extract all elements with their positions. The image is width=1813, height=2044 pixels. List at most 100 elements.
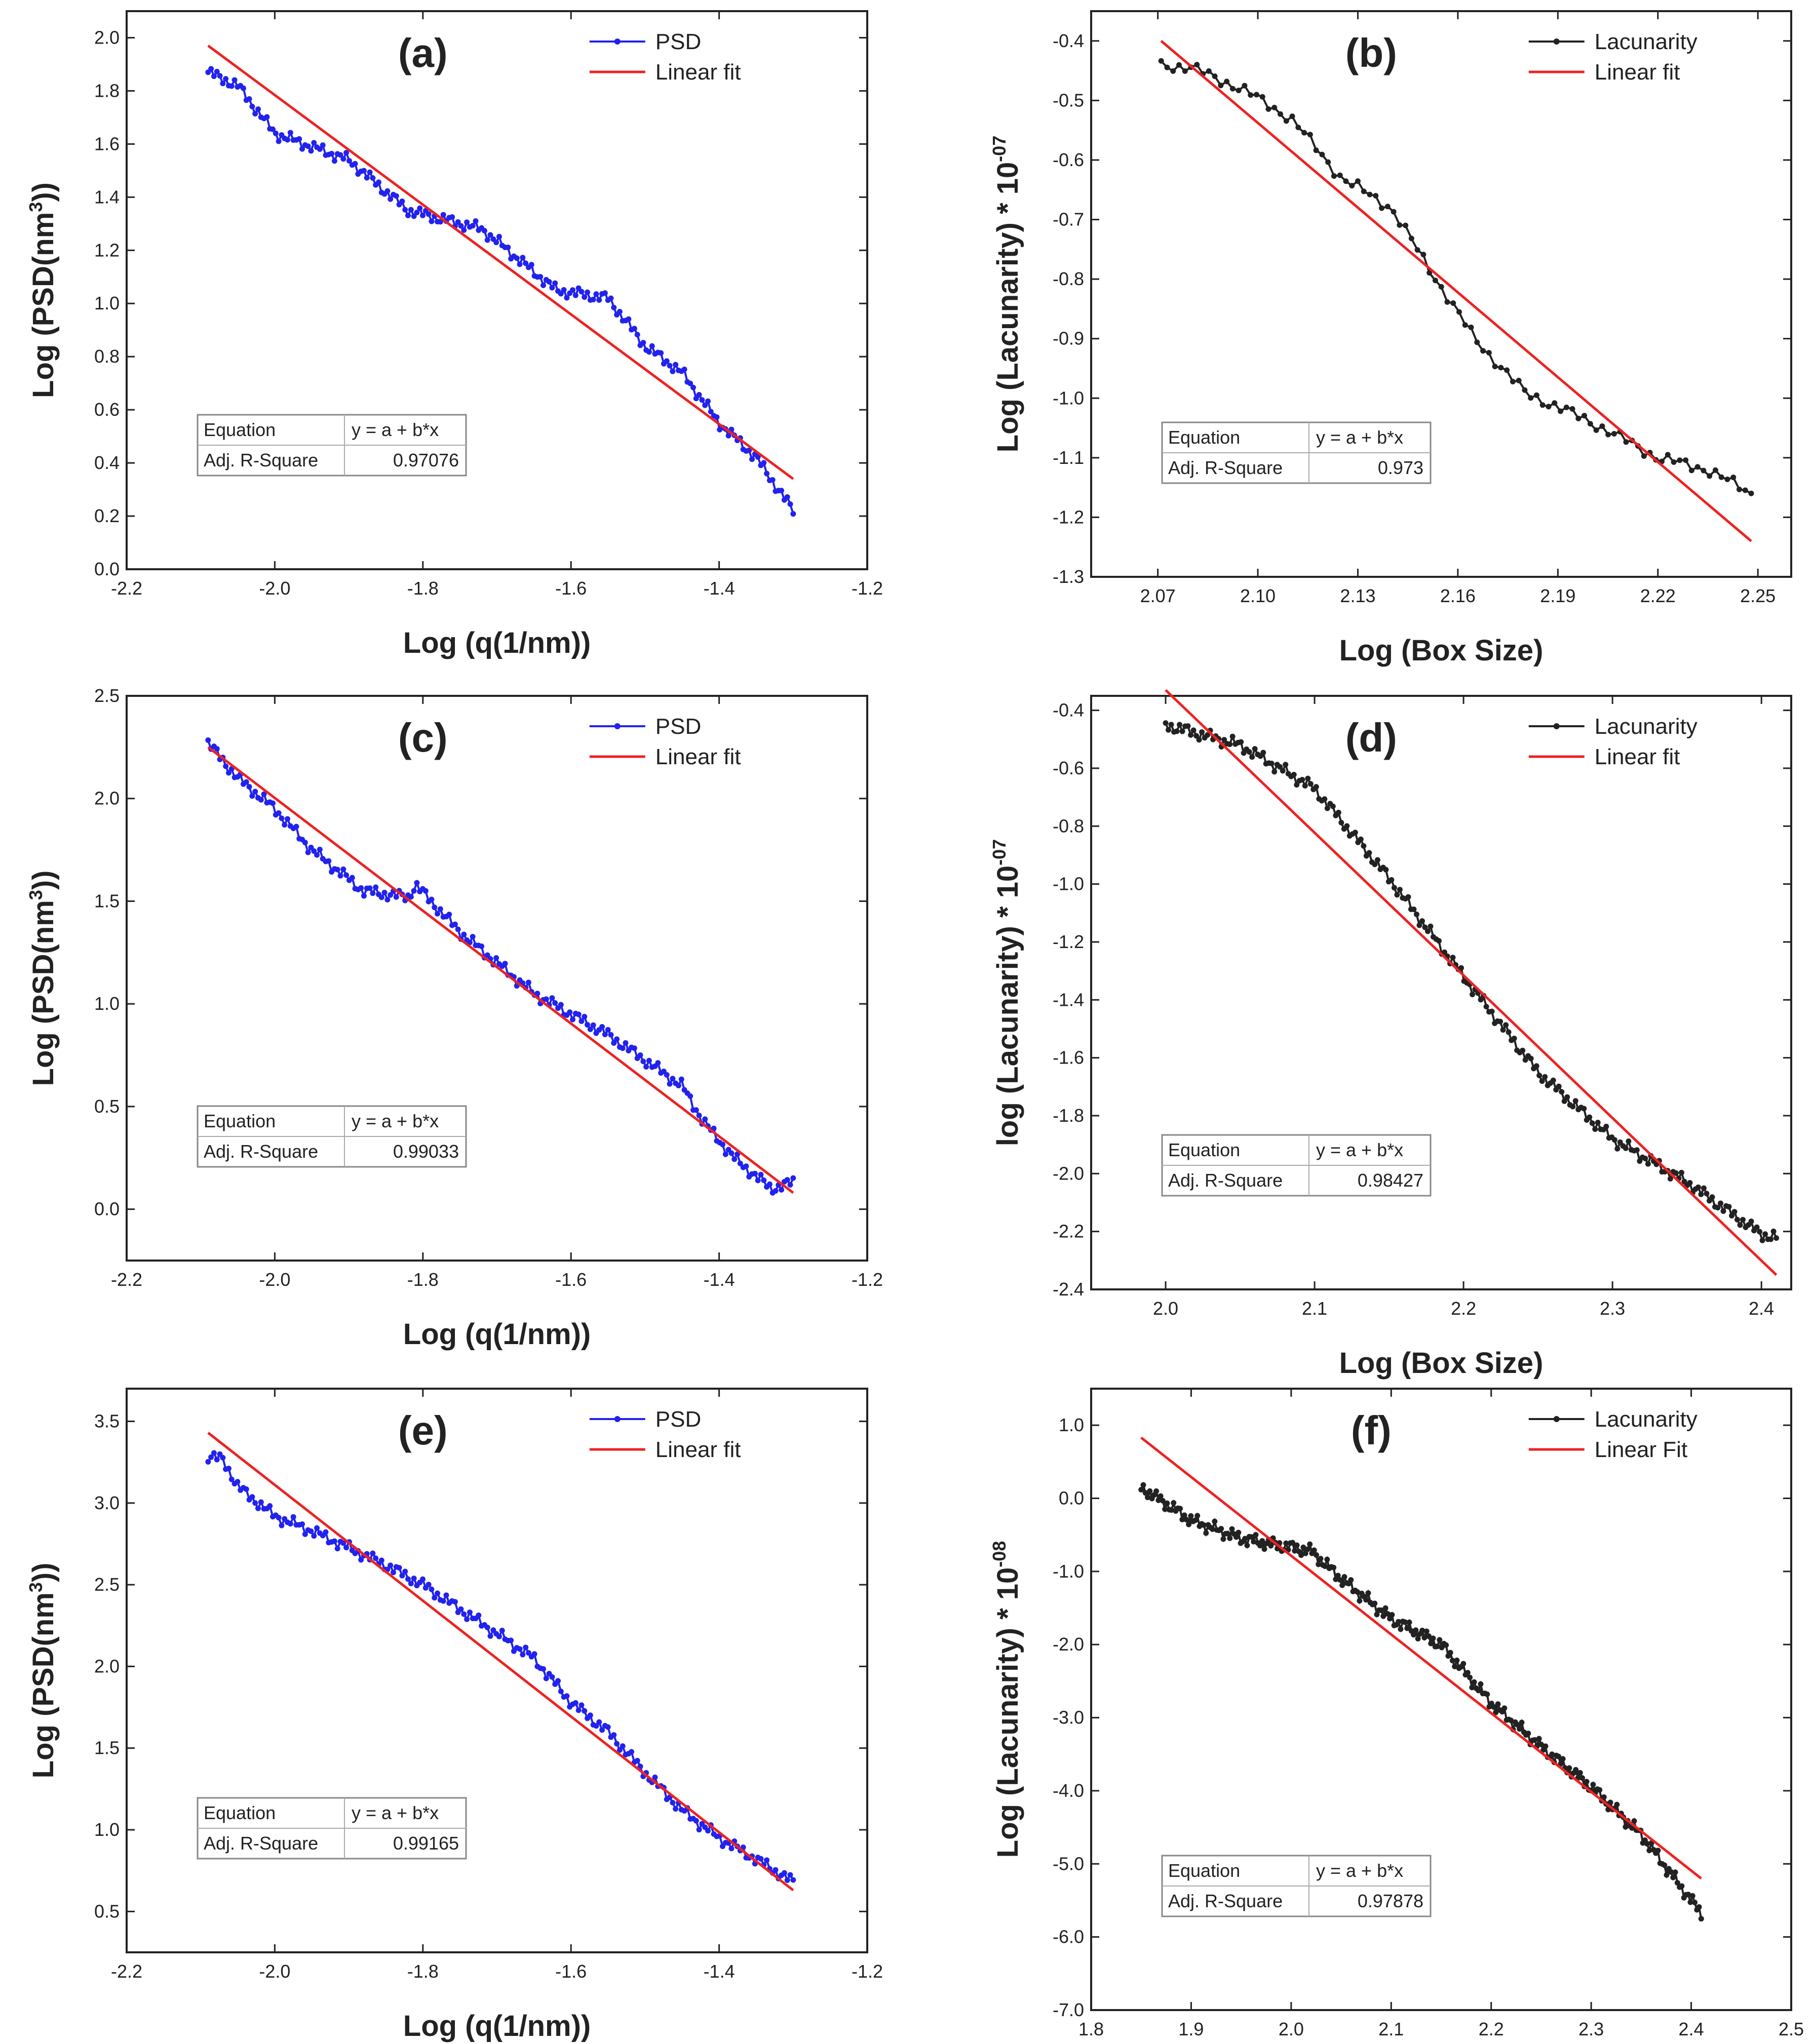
stats-r2-value: 0.99033 [393,1141,459,1162]
panel-label: (a) [398,30,448,75]
data-point [461,227,467,233]
data-point [1506,1029,1512,1035]
data-point [705,1828,711,1834]
data-point [549,995,555,1001]
data-point [1259,94,1265,100]
data-point [667,363,673,369]
data-point [766,1181,773,1187]
data-point [1242,1536,1248,1542]
data-point [1696,1904,1702,1910]
data-point [714,414,720,420]
legend-data-label: PSD [655,1407,701,1432]
chart-panel-b: 2.07 2.10 2.13 2.16 2.19 2.22 2.25 -1.3 -1.2 -1.1… [989,10,1792,667]
x-tick-label: -1.8 [407,1961,439,1982]
data-point [784,494,790,500]
data-point [1261,1546,1267,1552]
data-point [420,212,426,218]
data-point [1501,1705,1508,1711]
data-point [1179,728,1185,734]
data-point [252,1500,258,1506]
data-point [470,934,476,940]
data-point [214,746,220,752]
data-point [358,1557,364,1563]
data-point [769,477,776,483]
data-point [1464,1670,1471,1676]
data-point [1607,1799,1613,1805]
data-point [1668,1869,1674,1875]
y-tick-label: -1.8 [1053,1105,1084,1126]
data-point [1533,392,1539,398]
chart-panel-c: -2.2 -2.0 -1.8 -1.6 -1.4 -1.2 0.0 0.5 1.0 1.5 2.0 2… [25,685,883,1351]
data-point [696,391,702,398]
x-axis-title: Log (q(1/nm)) [403,2010,591,2042]
data-point [640,1058,646,1065]
data-point [531,1651,537,1657]
data-point [1740,1216,1746,1223]
data-point [326,858,332,864]
stats-r2-label: Adj. R-Square [1168,1170,1283,1191]
data-point [1236,88,1242,94]
data-point [1701,1185,1707,1191]
data-point [252,789,258,795]
x-tick-label: -2.2 [111,578,142,599]
data-point [1724,477,1730,483]
data-point [228,83,235,89]
data-point [1748,490,1754,496]
data-point [1248,92,1254,98]
data-point [390,1569,396,1576]
data-point [1677,457,1683,463]
data-point [1564,1094,1570,1100]
data-point [243,779,249,785]
data-point [1560,1756,1566,1762]
data-point [1581,413,1588,419]
y-tick-label: -3.0 [1053,1707,1084,1728]
data-point [367,169,373,175]
data-series [1163,720,1780,1243]
data-point [349,875,355,881]
data-point [646,1057,652,1064]
data-point [611,1732,617,1738]
y-tick-label: -0.7 [1053,209,1084,230]
data-point [217,73,223,79]
data-point [458,223,464,229]
data-point [1205,732,1211,738]
y-tick-label: 2.0 [94,788,120,809]
data-point [749,456,755,462]
x-tick-label: -1.6 [555,1961,587,1982]
data-point [1522,1057,1528,1063]
data-point [1447,1649,1453,1656]
data-point [558,1688,564,1695]
data-point [1142,1490,1148,1496]
data-point [220,1455,226,1461]
data-point [1642,1155,1648,1161]
data-point [1246,749,1252,755]
data-point [1227,1535,1233,1541]
data-point [1313,1552,1319,1558]
x-tick-label: 2.0 [1279,2019,1304,2039]
data-point [496,1633,502,1639]
data-point [1707,473,1713,479]
data-point [1294,782,1300,788]
data-point [208,66,214,72]
data-point [1757,1229,1763,1235]
data-point [558,291,564,297]
data-point [596,1719,602,1725]
data-point [285,137,291,143]
data-point [1667,1175,1673,1182]
data-point [593,291,599,297]
data-point [1212,73,1218,80]
data-point [611,304,617,310]
stats-r2-label: Adj. R-Square [204,1833,318,1854]
data-point [525,1650,531,1656]
data-point [393,894,399,900]
data-point [1678,1169,1684,1175]
data-point [305,143,311,149]
data-point [1194,62,1200,68]
data-point [440,212,446,218]
data-point [1712,467,1718,473]
data-point [1363,1597,1369,1603]
data-point [440,1598,446,1604]
x-tick-label: 2.1 [1302,1298,1327,1319]
data-point [664,358,670,364]
